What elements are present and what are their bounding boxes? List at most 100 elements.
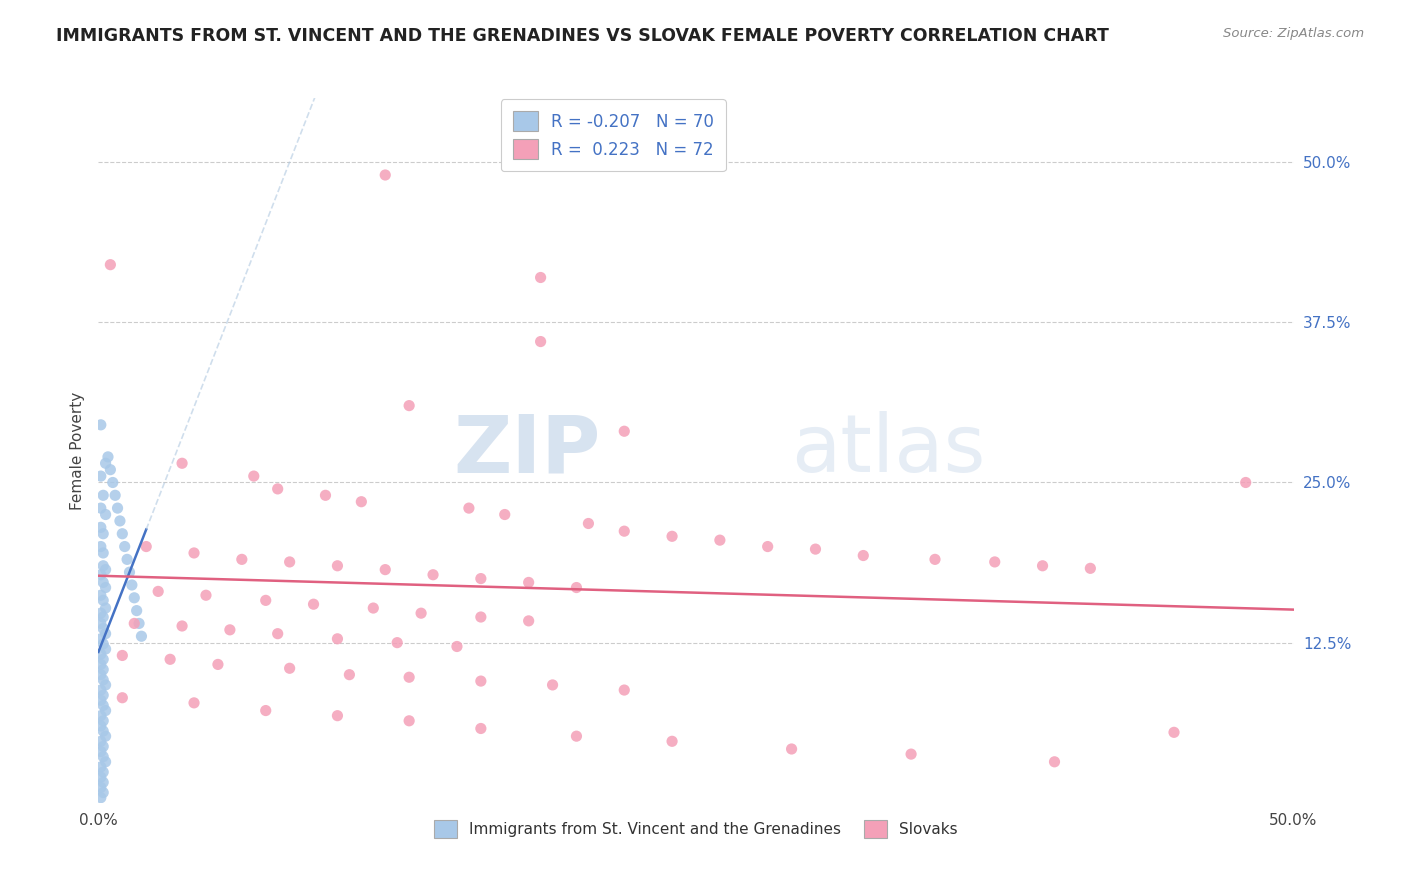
Point <box>94 508 117 522</box>
Point <box>94 581 117 595</box>
Point <box>374 168 396 182</box>
Point <box>302 597 325 611</box>
Point <box>90 417 112 432</box>
Point <box>107 501 129 516</box>
Point <box>578 516 600 531</box>
Point <box>494 508 516 522</box>
Point <box>780 742 803 756</box>
Point <box>91 637 114 651</box>
Point <box>613 683 636 698</box>
Point <box>267 482 290 496</box>
Legend: Immigrants from St. Vincent and the Grenadines, Slovaks: Immigrants from St. Vincent and the Gren… <box>427 814 965 845</box>
Point <box>661 529 683 543</box>
Point <box>94 563 117 577</box>
Point <box>90 780 112 795</box>
Point <box>411 606 433 620</box>
Point <box>613 524 636 538</box>
Point <box>470 722 492 736</box>
Point <box>398 670 420 684</box>
Point <box>517 575 540 590</box>
Text: atlas: atlas <box>792 411 986 490</box>
Point <box>398 399 420 413</box>
Point <box>94 626 117 640</box>
Point <box>135 540 157 554</box>
Point <box>565 729 588 743</box>
Point <box>111 648 134 663</box>
Point <box>90 790 112 805</box>
Point <box>1163 725 1185 739</box>
Point <box>90 606 112 620</box>
Point <box>530 270 553 285</box>
Point <box>613 424 636 438</box>
Point <box>94 601 117 615</box>
Point <box>183 696 205 710</box>
Point <box>91 558 114 573</box>
Point <box>98 258 122 272</box>
Point <box>709 533 731 548</box>
Point <box>90 760 112 774</box>
Point <box>91 775 114 789</box>
Point <box>804 542 827 557</box>
Point <box>517 614 540 628</box>
Point <box>1032 558 1054 573</box>
Point <box>91 698 114 713</box>
Point <box>374 563 396 577</box>
Point <box>1234 475 1257 490</box>
Point <box>91 663 114 677</box>
Point <box>231 552 253 566</box>
Point <box>398 714 420 728</box>
Point <box>1043 755 1066 769</box>
Point <box>326 558 349 573</box>
Point <box>94 456 117 470</box>
Point <box>90 567 112 582</box>
Point <box>458 501 481 516</box>
Point <box>131 629 153 643</box>
Point <box>104 488 127 502</box>
Point <box>90 683 112 698</box>
Point <box>91 488 114 502</box>
Point <box>94 704 117 718</box>
Point <box>363 601 385 615</box>
Point <box>125 604 148 618</box>
Point <box>90 745 112 759</box>
Point <box>90 616 112 631</box>
Point <box>530 334 553 349</box>
Point <box>339 667 361 681</box>
Point <box>90 632 112 646</box>
Point <box>183 546 205 560</box>
Point <box>91 652 114 666</box>
Point <box>90 708 112 723</box>
Point <box>91 714 114 728</box>
Point <box>124 591 146 605</box>
Text: Source: ZipAtlas.com: Source: ZipAtlas.com <box>1223 27 1364 40</box>
Point <box>97 450 120 464</box>
Point <box>121 578 143 592</box>
Point <box>661 734 683 748</box>
Point <box>108 514 131 528</box>
Point <box>852 549 875 563</box>
Point <box>91 724 114 739</box>
Point <box>254 593 277 607</box>
Point <box>219 623 242 637</box>
Point <box>94 642 117 657</box>
Point <box>91 610 114 624</box>
Point <box>195 588 218 602</box>
Point <box>172 619 194 633</box>
Point <box>91 749 114 764</box>
Point <box>148 584 170 599</box>
Point <box>115 552 138 566</box>
Point <box>278 555 301 569</box>
Point <box>278 661 301 675</box>
Point <box>470 610 492 624</box>
Point <box>111 690 134 705</box>
Point <box>243 469 266 483</box>
Point <box>91 622 114 636</box>
Point <box>90 520 112 534</box>
Point <box>90 657 112 672</box>
Point <box>267 626 290 640</box>
Point <box>90 647 112 661</box>
Point <box>91 688 114 702</box>
Point <box>118 565 141 579</box>
Point <box>91 546 114 560</box>
Point <box>326 632 349 646</box>
